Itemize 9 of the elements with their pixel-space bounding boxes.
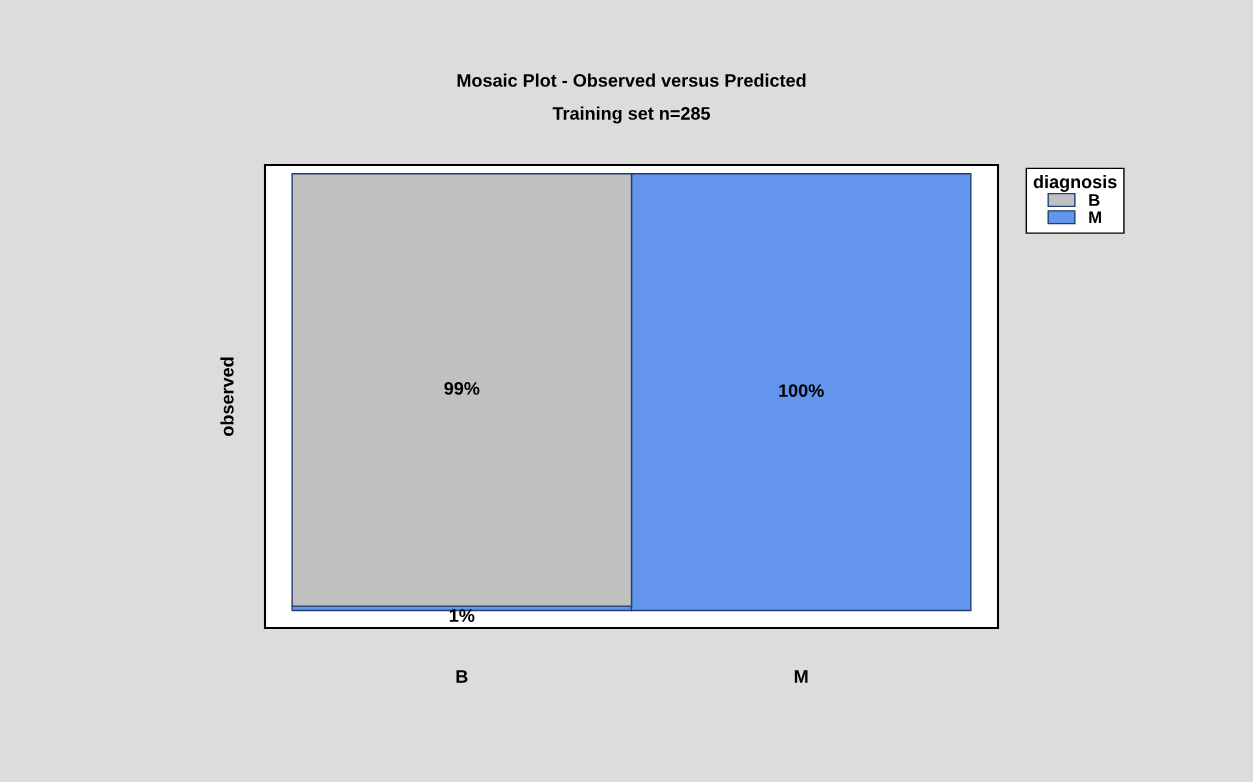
legend-title: diagnosis xyxy=(1033,175,1117,192)
data-label: 100% xyxy=(779,384,824,397)
legend-label: B xyxy=(1089,194,1100,206)
data-label: 99% xyxy=(444,382,480,395)
legend-label: M xyxy=(1089,211,1101,224)
chart-subtitle: Training set n=285 xyxy=(552,106,711,124)
chart-title: Mosaic Plot - Observed versus Predicted xyxy=(457,73,806,87)
y-axis-title: observed xyxy=(220,357,234,436)
data-label: 1% xyxy=(449,609,475,622)
